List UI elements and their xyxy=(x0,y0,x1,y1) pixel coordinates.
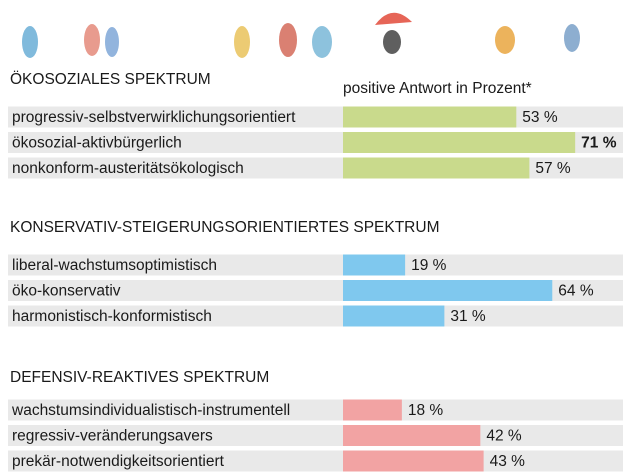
value-label: 71 % xyxy=(581,135,617,152)
group-title: KONSERVATIV-STEIGERUNGSORIENTIERTES SPEK… xyxy=(10,219,439,236)
category-label: nonkonform-austeritätsökologisch xyxy=(12,160,244,177)
bar xyxy=(343,157,530,179)
category-label: harmonistisch-konformistisch xyxy=(12,308,212,325)
bar xyxy=(343,106,517,128)
value-label: 31 % xyxy=(450,308,486,325)
category-label: liberal-wachstumsoptimistisch xyxy=(12,257,217,274)
category-label: prekär-notwendigkeitsorientiert xyxy=(12,453,225,470)
category-label: ökosozial-aktivbürgerlich xyxy=(12,135,182,152)
bar xyxy=(343,280,553,301)
illustrations xyxy=(22,12,580,58)
row-background xyxy=(8,305,623,327)
value-label: 64 % xyxy=(558,283,594,300)
category-label: regressiv-veränderungsavers xyxy=(12,428,213,445)
bar xyxy=(343,399,402,421)
value-label: 53 % xyxy=(522,109,558,126)
category-label: öko-konservativ xyxy=(12,283,121,300)
subtitle: positive Antwort in Prozent* xyxy=(343,80,532,97)
bar xyxy=(343,425,481,446)
value-label: 18 % xyxy=(408,402,444,419)
bar xyxy=(343,305,445,327)
group-title: DEFENSIV-REAKTIVES SPEKTRUM xyxy=(10,369,269,386)
category-label: wachstumsindividualistisch-instrumentell xyxy=(11,402,290,419)
value-label: 42 % xyxy=(486,428,522,445)
value-label: 19 % xyxy=(411,257,447,274)
bar xyxy=(343,254,406,276)
row-background xyxy=(8,254,623,276)
group-title: ÖKOSOZIALES SPEKTRUM xyxy=(10,70,211,88)
value-label: 57 % xyxy=(535,160,571,177)
bar xyxy=(343,450,484,472)
category-label: progressiv-selbstverwirklichungsorientie… xyxy=(12,109,296,126)
value-label: 43 % xyxy=(490,453,526,470)
row-background xyxy=(8,399,623,421)
bar xyxy=(343,132,576,153)
